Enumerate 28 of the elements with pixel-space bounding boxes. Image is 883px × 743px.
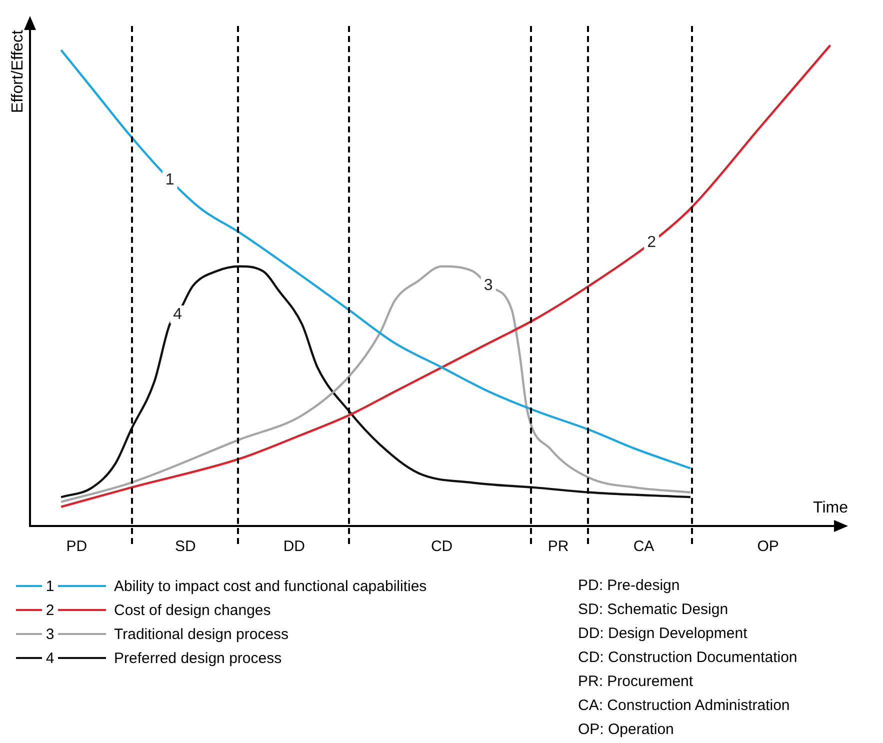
annotation: 2 xyxy=(647,234,656,251)
annotation: 3 xyxy=(484,277,493,294)
x-tick-label: CA xyxy=(633,538,654,556)
text: 1 xyxy=(46,578,54,594)
annotation: 1 xyxy=(165,171,174,188)
annotation: 4 xyxy=(173,306,182,323)
x-axis-title: Time xyxy=(813,499,848,516)
text: PR: Procurement xyxy=(578,672,694,692)
text: DD: Design Development xyxy=(578,624,748,644)
x-tick-label: SD xyxy=(174,538,196,556)
x-tick-label: DD xyxy=(283,538,306,556)
x-tick-label: CD xyxy=(430,538,453,556)
text: 3 xyxy=(46,626,54,642)
text: PD: Pre-design xyxy=(578,576,681,596)
x-tick-label: PR xyxy=(548,538,569,556)
text: CD: Construction Documentation xyxy=(578,648,798,668)
text: SD: Schematic Design xyxy=(578,600,730,620)
text: 4 xyxy=(46,650,54,666)
text: 2 xyxy=(46,602,54,618)
x-tick-label: PD xyxy=(66,538,88,556)
legend-label: Traditional design process xyxy=(114,626,289,642)
legend-label: Cost of design changes xyxy=(114,602,271,618)
x-tick-label: OP xyxy=(757,538,779,556)
y-axis-title: Effort/Effect xyxy=(9,29,26,114)
text: CA: Construction Administration xyxy=(578,696,791,716)
legend-label: Preferred design process xyxy=(114,650,282,666)
text: OP: Operation xyxy=(578,720,675,740)
legend-label: Ability to impact cost and functional capabilities xyxy=(114,578,427,594)
